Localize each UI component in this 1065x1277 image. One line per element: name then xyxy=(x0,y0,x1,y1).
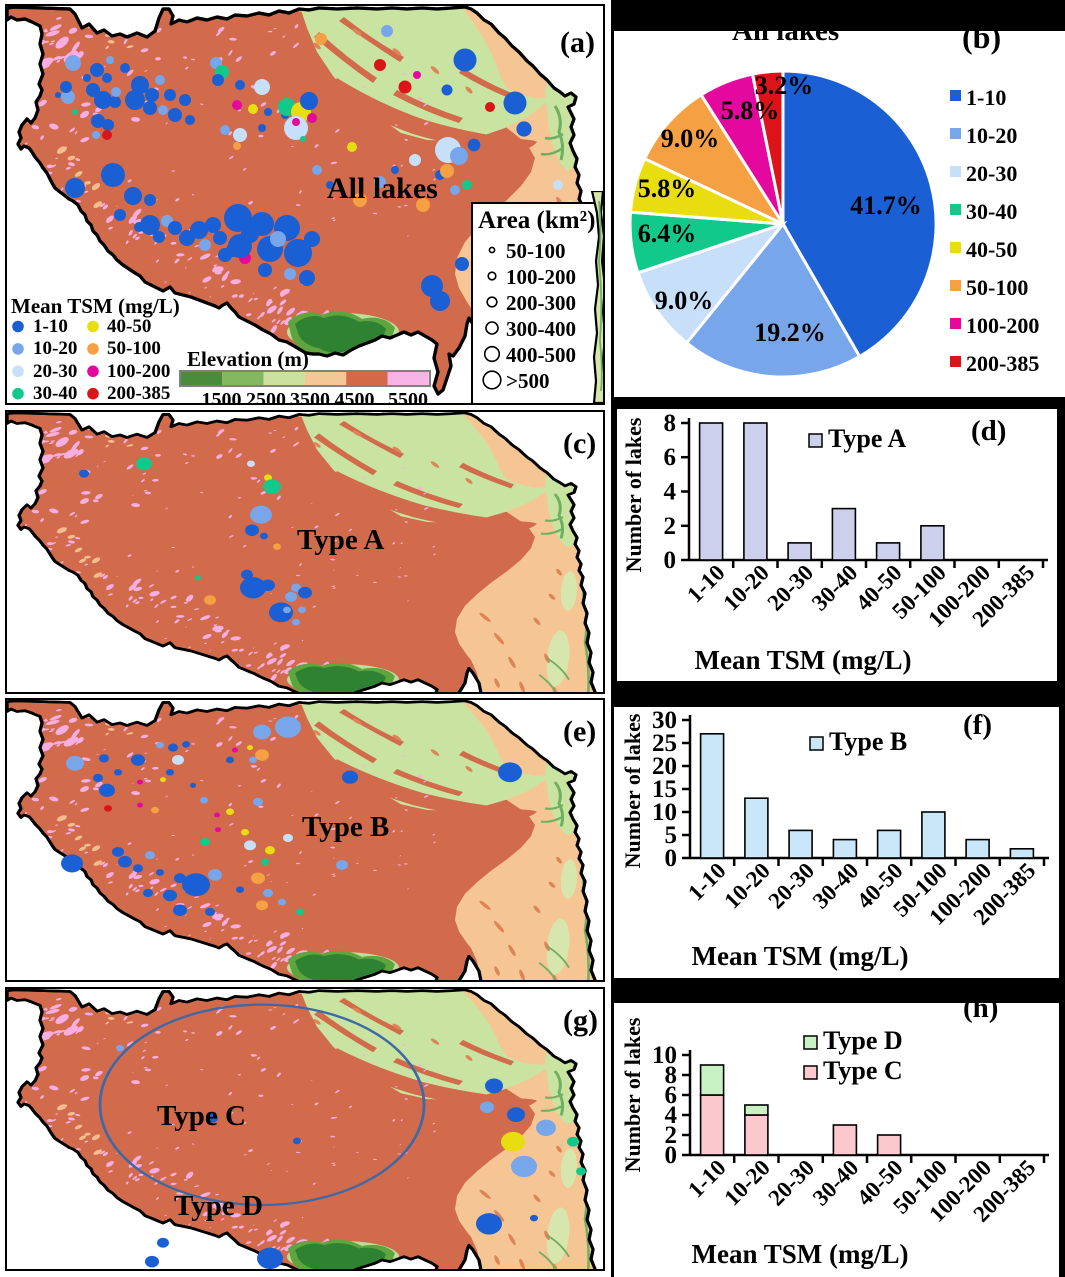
svg-text:30-40: 30-40 xyxy=(808,1155,864,1211)
svg-text:6: 6 xyxy=(665,1082,678,1109)
svg-text:4: 4 xyxy=(665,1102,678,1129)
svg-text:41.7%: 41.7% xyxy=(850,191,922,220)
svg-text:10-20: 10-20 xyxy=(718,560,774,616)
svg-text:Number of lakes: Number of lakes xyxy=(621,417,646,572)
svg-text:Number of lakes: Number of lakes xyxy=(620,713,645,868)
svg-text:Mean TSM (mg/L): Mean TSM (mg/L) xyxy=(692,941,909,971)
svg-text:2: 2 xyxy=(664,513,677,540)
svg-text:10-20: 10-20 xyxy=(719,1155,775,1211)
svg-text:Type D: Type D xyxy=(823,1026,903,1055)
svg-text:10: 10 xyxy=(652,799,677,826)
svg-text:Type C: Type C xyxy=(823,1056,903,1085)
svg-text:0: 0 xyxy=(665,1142,678,1169)
svg-text:20-30: 20-30 xyxy=(764,858,820,914)
svg-text:(f): (f) xyxy=(963,709,992,741)
svg-text:19.2%: 19.2% xyxy=(754,318,826,347)
svg-text:10-20: 10-20 xyxy=(719,858,775,914)
svg-text:30: 30 xyxy=(652,707,677,734)
svg-text:6.4%: 6.4% xyxy=(638,219,697,248)
svg-text:20-30: 20-30 xyxy=(764,1155,820,1211)
svg-text:9.0%: 9.0% xyxy=(661,124,720,153)
svg-text:4: 4 xyxy=(664,479,677,506)
svg-text:30-40: 30-40 xyxy=(807,560,863,616)
svg-text:5: 5 xyxy=(665,822,678,849)
svg-text:10: 10 xyxy=(652,1042,677,1069)
svg-text:Mean TSM (mg/L): Mean TSM (mg/L) xyxy=(695,645,912,675)
svg-text:0: 0 xyxy=(664,547,677,574)
svg-text:15: 15 xyxy=(652,776,677,803)
svg-text:Number of lakes: Number of lakes xyxy=(620,1017,645,1172)
svg-text:Mean TSM (mg/L): Mean TSM (mg/L) xyxy=(692,1239,909,1269)
svg-text:3.2%: 3.2% xyxy=(755,71,814,100)
svg-text:(d): (d) xyxy=(971,415,1006,447)
svg-text:2: 2 xyxy=(665,1122,678,1149)
svg-text:9.0%: 9.0% xyxy=(655,286,714,315)
svg-text:5.8%: 5.8% xyxy=(721,96,780,125)
svg-text:8: 8 xyxy=(664,410,677,437)
svg-text:25: 25 xyxy=(652,730,677,757)
svg-text:20: 20 xyxy=(652,753,677,780)
svg-text:0: 0 xyxy=(665,845,678,872)
svg-text:(h): (h) xyxy=(963,1003,998,1024)
svg-text:Type A: Type A xyxy=(828,424,906,453)
svg-text:Type B: Type B xyxy=(829,727,907,756)
svg-text:30-40: 30-40 xyxy=(808,858,864,914)
svg-text:20-30: 20-30 xyxy=(763,560,819,616)
svg-text:5.8%: 5.8% xyxy=(638,174,697,203)
svg-text:6: 6 xyxy=(664,444,677,471)
svg-text:8: 8 xyxy=(665,1062,678,1089)
